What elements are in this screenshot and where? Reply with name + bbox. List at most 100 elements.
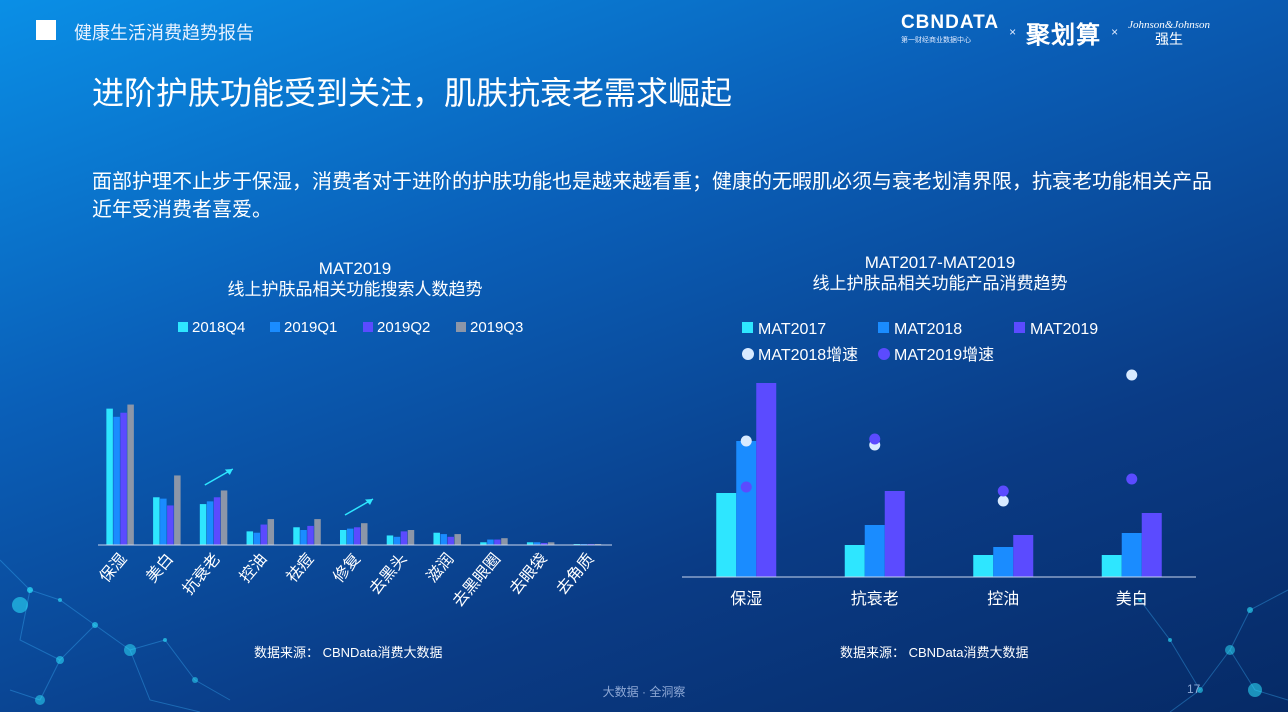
page-number: 17 — [1187, 682, 1201, 696]
johnson-logo-sub: 强生 — [1155, 31, 1184, 47]
bar — [106, 408, 113, 545]
x-tick-label: 抗衰老 — [851, 590, 899, 608]
bar — [1013, 535, 1034, 577]
partner-logos: CBNDATA 第一财经商业数据中心 × 聚划算 × Johnson&Johns… — [900, 12, 1210, 50]
bar — [547, 542, 555, 545]
bar — [501, 538, 508, 545]
growth-dot — [997, 485, 1009, 497]
bar — [220, 490, 228, 545]
bar — [433, 532, 440, 545]
x-tick-label: 去角质 — [553, 550, 598, 598]
juhuasuan-logo: 聚划算 — [1026, 21, 1102, 49]
x-tick-label: 保湿 — [730, 590, 762, 608]
bar — [127, 404, 134, 545]
left-chart-search-trend: 2018Q4 2019Q1 2019Q2 2019Q3 保湿 美白 抗衰老 控油 祛痘 修复 去黑头… — [96, 319, 612, 611]
page-title: 进阶护肤功能受到关注，肌肤抗衰老需求崛起 — [92, 75, 733, 111]
bar — [1101, 555, 1122, 577]
bar — [1141, 513, 1162, 577]
x-tick-label: 去黑头 — [366, 550, 411, 598]
bar — [300, 530, 307, 545]
bar — [407, 530, 415, 545]
bar — [113, 416, 120, 545]
right-chart-consumption-trend: MAT2017 MAT2018 MAT2019 MAT2018增速 MAT2019增速保… — [682, 321, 1196, 608]
johnson-logo: Johnson&Johnson 强生 — [1128, 18, 1210, 46]
growth-dot — [1126, 369, 1138, 381]
bar — [314, 519, 321, 545]
trend-arrow-head — [365, 499, 373, 505]
growth-dot — [740, 481, 752, 493]
bar — [199, 504, 207, 545]
right-chart-title-line2: 线上护肤品相关功能产品消费趋势 — [812, 274, 1068, 293]
cbndata-logo-text: CBNDATA — [900, 12, 1000, 33]
bar — [736, 441, 757, 577]
left-chart-title: MAT2019 线上护肤品相关功能搜索人数趋势 — [150, 258, 560, 300]
x-tick-label: 祛痘 — [283, 550, 317, 586]
bar — [487, 539, 494, 545]
bar — [993, 547, 1014, 577]
x-tick-label: 修复 — [330, 550, 364, 586]
footer-slogan: 大数据 · 全洞察 — [602, 685, 686, 699]
bar — [354, 527, 361, 545]
bar — [884, 491, 905, 577]
bar — [447, 536, 454, 545]
bar — [526, 542, 534, 545]
bar — [864, 525, 885, 577]
bar — [361, 523, 368, 545]
right-chart-title-line1: MAT2017-MAT2019 — [864, 253, 1016, 272]
bar — [756, 383, 777, 577]
growth-dot — [740, 435, 752, 447]
page-description: 面部护理不止步于保湿，消费者对于进阶的护肤功能也是越来越看重；健康的无暇肌必须与… — [92, 171, 1212, 221]
report-title: 健康生活消费趋势报告 — [74, 23, 254, 43]
legend-swatch — [742, 322, 753, 333]
legend-dot — [878, 348, 890, 360]
bar — [973, 555, 994, 577]
cbndata-logo: CBNDATA 第一财经商业数据中心 — [900, 12, 1000, 50]
bar — [120, 412, 127, 545]
bar — [393, 536, 401, 545]
bar — [716, 493, 737, 577]
bar — [174, 475, 181, 545]
bar — [267, 519, 275, 545]
logo-separator: × — [1009, 25, 1017, 39]
cbndata-logo-sub: 第一财经商业数据中心 — [900, 37, 971, 44]
trend-arrow-head — [224, 469, 233, 475]
x-tick-label: 控油 — [236, 550, 270, 586]
bar — [153, 497, 160, 545]
logo-separator: × — [1111, 25, 1119, 39]
bar — [307, 525, 314, 545]
bar — [246, 531, 254, 545]
x-tick-label: 控油 — [987, 590, 1019, 608]
bar — [386, 535, 394, 545]
x-tick-label: 滋润 — [423, 550, 457, 586]
legend-label: 2018Q4 — [192, 319, 245, 336]
bar — [167, 505, 174, 545]
x-tick-label: 美白 — [1116, 590, 1148, 608]
bar — [440, 534, 447, 545]
legend-label: 2019Q1 — [284, 319, 337, 336]
bar — [347, 528, 354, 545]
bar — [1121, 533, 1142, 577]
bar — [340, 530, 347, 545]
legend-swatch — [1014, 322, 1025, 333]
legend-label: 2019Q2 — [377, 319, 430, 336]
legend-label: 2019Q3 — [470, 319, 523, 336]
bar — [400, 531, 408, 545]
legend-label: MAT2018增速 — [758, 346, 858, 364]
growth-dot — [1126, 473, 1138, 485]
bar — [454, 534, 461, 545]
legend-swatch — [178, 322, 188, 332]
johnson-logo-text: Johnson&Johnson — [1128, 19, 1210, 31]
legend-label: MAT2018 — [894, 321, 962, 338]
legend-swatch — [363, 322, 373, 332]
x-tick-label: 抗衰老 — [179, 550, 224, 598]
legend-label: MAT2019增速 — [894, 346, 994, 364]
bar — [494, 539, 501, 545]
x-tick-label: 去黑眼圈 — [449, 550, 504, 611]
legend-swatch — [456, 322, 466, 332]
legend-label: MAT2019 — [1030, 321, 1098, 338]
growth-dot — [869, 433, 881, 445]
bar — [160, 498, 167, 545]
right-chart-title: MAT2017-MAT2019 线上护肤品相关功能产品消费趋势 — [740, 252, 1140, 294]
bar — [260, 524, 268, 545]
